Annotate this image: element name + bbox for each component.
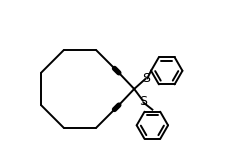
Text: S: S xyxy=(142,72,149,85)
Text: S: S xyxy=(139,95,147,108)
